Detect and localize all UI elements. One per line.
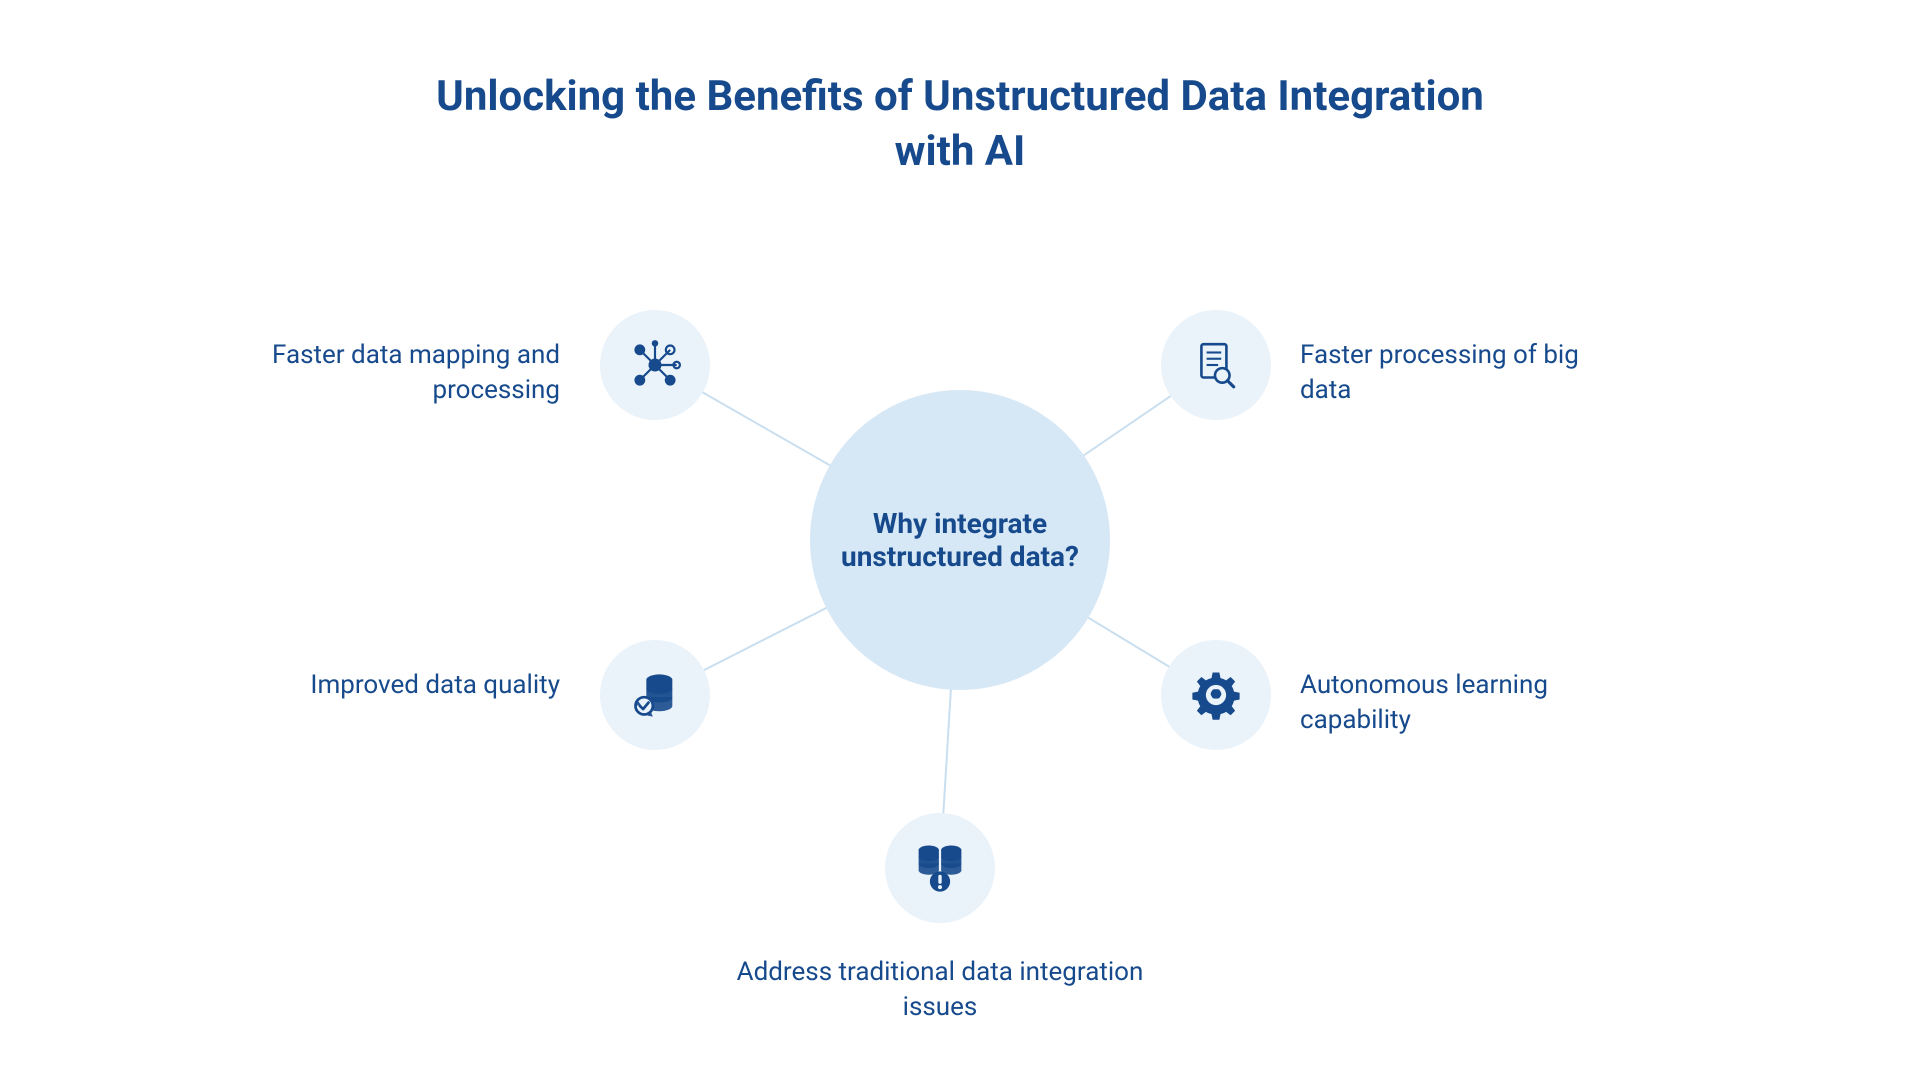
node-issues bbox=[885, 813, 995, 923]
node-quality-label: Improved data quality bbox=[240, 668, 560, 703]
node-issues-label: Address traditional data integration iss… bbox=[730, 955, 1150, 1025]
node-mapping-label: Faster data mapping and processing bbox=[240, 338, 560, 408]
gear-brain-icon bbox=[1189, 668, 1243, 722]
database-warning-icon bbox=[913, 841, 967, 895]
document-search-icon bbox=[1191, 340, 1241, 390]
center-node: Why integrate unstructured data? bbox=[810, 390, 1110, 690]
node-bigdata bbox=[1161, 310, 1271, 420]
network-icon bbox=[629, 339, 681, 391]
diagram: Faster data mapping and processing Faste… bbox=[0, 0, 1920, 1080]
node-autonomous-label: Autonomous learning capability bbox=[1300, 668, 1600, 738]
node-autonomous bbox=[1161, 640, 1271, 750]
center-node-label: Why integrate unstructured data? bbox=[830, 507, 1090, 573]
database-check-icon bbox=[629, 669, 681, 721]
node-bigdata-label: Faster processing of big data bbox=[1300, 338, 1600, 408]
node-quality bbox=[600, 640, 710, 750]
node-mapping bbox=[600, 310, 710, 420]
